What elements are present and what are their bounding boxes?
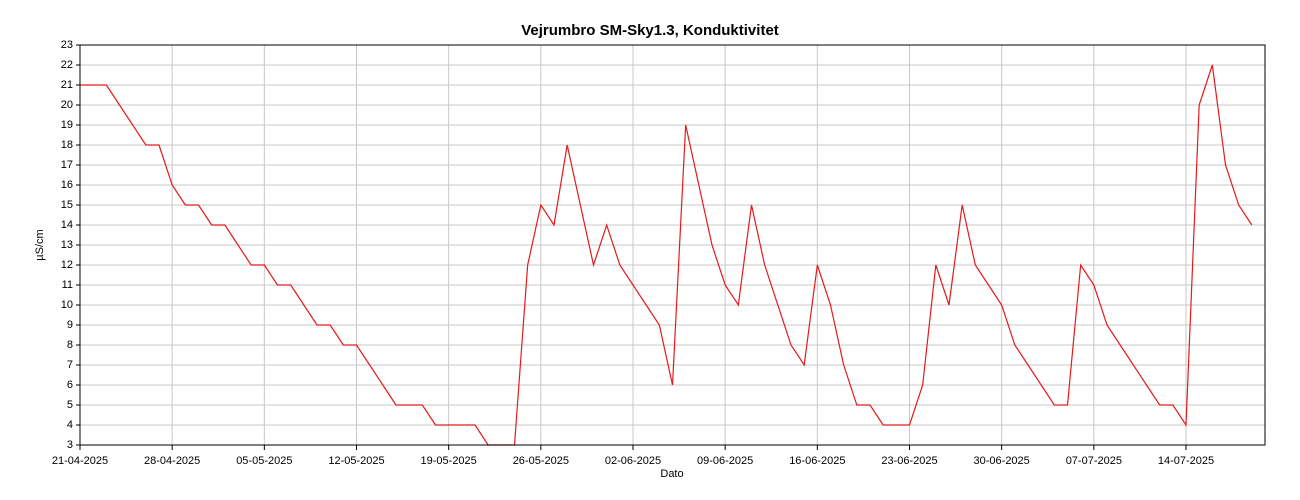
x-tick-label: 12-05-2025	[328, 455, 384, 467]
y-tick-label: 17	[61, 159, 73, 171]
plot-frame	[79, 44, 1266, 446]
x-tick-label: 05-05-2025	[236, 455, 292, 467]
y-tick-label: 14	[61, 219, 73, 231]
y-tick-label: 20	[61, 99, 73, 111]
x-tick-label: 02-06-2025	[605, 455, 661, 467]
y-tick-label: 8	[67, 339, 73, 351]
y-tick-label: 5	[67, 399, 73, 411]
y-tick-label: 18	[61, 139, 73, 151]
x-tick-label: 30-06-2025	[974, 455, 1030, 467]
data-line	[80, 64, 1253, 446]
y-tick-label: 23	[61, 39, 73, 51]
x-tick-label: 23-06-2025	[881, 455, 937, 467]
x-tick-label: 09-06-2025	[697, 455, 753, 467]
y-tick-label: 16	[61, 179, 73, 191]
y-tick-label: 7	[67, 359, 73, 371]
x-tick-label: 16-06-2025	[789, 455, 845, 467]
x-tick-label: 19-05-2025	[421, 455, 477, 467]
x-axis-label: Dato	[660, 468, 683, 480]
y-axis-label: µS/cm	[34, 229, 46, 260]
x-tick-label: 07-07-2025	[1066, 455, 1122, 467]
y-tick-label: 15	[61, 199, 73, 211]
y-tick-label: 13	[61, 239, 73, 251]
y-tick-label: 12	[61, 259, 73, 271]
x-tick-label: 14-07-2025	[1158, 455, 1214, 467]
y-tick-label: 21	[61, 79, 73, 91]
y-tick-label: 11	[62, 279, 73, 291]
x-tick-label: 21-04-2025	[52, 455, 108, 467]
chart-title: Vejrumbro SM-Sky1.3, Konduktivitet	[521, 22, 779, 39]
y-tick-label: 9	[67, 319, 73, 331]
y-tick-label: 3	[67, 439, 73, 451]
x-tick-label: 26-05-2025	[513, 455, 569, 467]
y-tick-label: 19	[61, 119, 73, 131]
y-tick-label: 10	[61, 299, 73, 311]
y-tick-label: 22	[61, 59, 73, 71]
x-tick-label: 28-04-2025	[144, 455, 200, 467]
y-tick-label: 4	[67, 419, 73, 431]
y-tick-label: 6	[67, 379, 73, 391]
